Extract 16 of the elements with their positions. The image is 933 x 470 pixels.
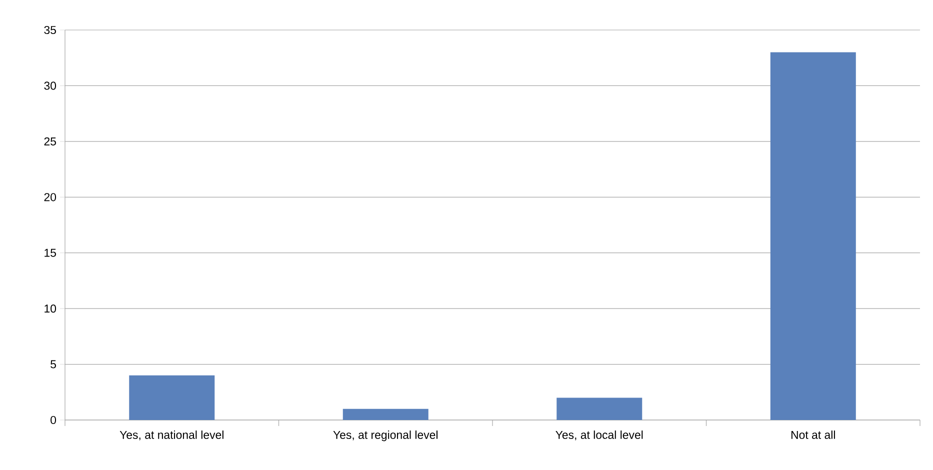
y-tick-label: 30 — [44, 82, 56, 90]
y-tick-label: 10 — [44, 304, 56, 313]
x-tick-label: Yes, at regional level — [333, 430, 438, 442]
x-tick-label: Yes, at national level — [120, 430, 224, 440]
x-tick-label: Yes, at local level — [556, 430, 643, 440]
x-tick-label: Not at all — [791, 430, 835, 439]
y-tick-label: 35 — [44, 26, 56, 34]
y-tick-label: 5 — [50, 360, 56, 368]
y-tick-label: 0 — [50, 416, 56, 424]
bar — [770, 52, 856, 420]
y-tick-label: 20 — [44, 193, 56, 202]
y-tick-label: 15 — [44, 248, 56, 257]
bar — [342, 408, 428, 420]
bar — [129, 375, 215, 420]
y-tick-label: 25 — [44, 137, 56, 146]
bar — [556, 398, 642, 420]
